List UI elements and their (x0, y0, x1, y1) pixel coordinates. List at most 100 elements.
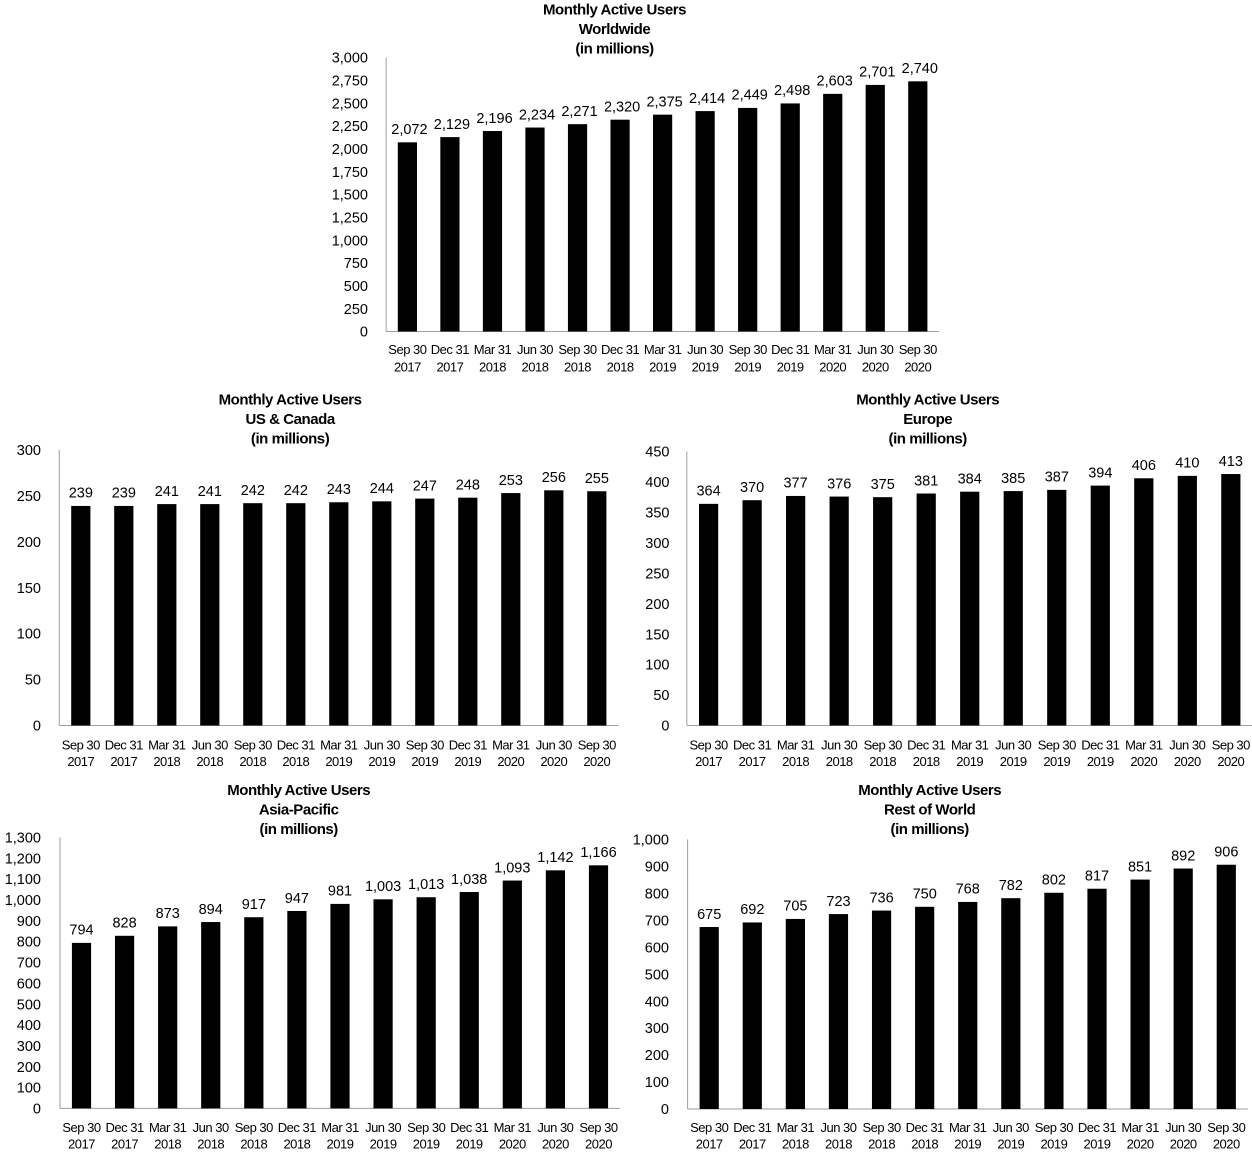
svg-text:2017: 2017 (110, 754, 137, 769)
svg-text:(in millions): (in millions) (575, 40, 654, 57)
svg-text:2019: 2019 (734, 359, 761, 374)
svg-text:248: 248 (456, 478, 480, 494)
svg-text:Mar 31: Mar 31 (777, 1120, 815, 1135)
svg-text:2019: 2019 (370, 1136, 397, 1151)
svg-text:Sep 30: Sep 30 (579, 1120, 617, 1135)
svg-text:692: 692 (740, 902, 764, 918)
svg-text:242: 242 (241, 483, 265, 499)
svg-text:1,166: 1,166 (580, 845, 616, 861)
svg-text:2018: 2018 (825, 1136, 852, 1151)
svg-text:2018: 2018 (913, 754, 940, 769)
svg-text:906: 906 (1214, 845, 1238, 861)
svg-text:700: 700 (645, 913, 669, 929)
svg-text:2017: 2017 (695, 754, 722, 769)
svg-text:Dec 31: Dec 31 (1078, 1120, 1116, 1135)
svg-text:Sep 30: Sep 30 (690, 1120, 728, 1135)
svg-text:2,500: 2,500 (332, 96, 368, 112)
svg-text:2020: 2020 (540, 754, 567, 769)
svg-text:385: 385 (1001, 471, 1025, 487)
svg-text:Sep 30: Sep 30 (406, 738, 444, 753)
svg-text:Jun 30: Jun 30 (364, 738, 400, 753)
svg-text:Sep 30: Sep 30 (234, 738, 272, 753)
svg-text:2019: 2019 (1040, 1136, 1067, 1151)
svg-text:0: 0 (33, 719, 41, 735)
svg-text:1,142: 1,142 (537, 850, 573, 866)
svg-text:Jun 30: Jun 30 (993, 1120, 1029, 1135)
svg-text:(in millions): (in millions) (889, 431, 968, 448)
svg-text:247: 247 (413, 478, 437, 494)
svg-text:2020: 2020 (862, 359, 889, 374)
svg-text:Sep 30: Sep 30 (388, 342, 426, 357)
svg-text:406: 406 (1132, 458, 1156, 474)
svg-text:0: 0 (661, 1102, 669, 1118)
svg-text:Dec 31: Dec 31 (733, 1120, 771, 1135)
svg-text:241: 241 (198, 484, 222, 500)
svg-text:Jun 30: Jun 30 (995, 738, 1031, 753)
svg-text:2020: 2020 (583, 754, 610, 769)
svg-text:300: 300 (17, 443, 41, 459)
svg-text:2020: 2020 (1170, 1136, 1197, 1151)
svg-text:150: 150 (17, 581, 41, 597)
svg-text:250: 250 (344, 302, 368, 318)
svg-text:2,750: 2,750 (332, 74, 368, 90)
svg-text:Jun 30: Jun 30 (1169, 738, 1205, 753)
svg-text:500: 500 (645, 967, 669, 983)
svg-text:1,750: 1,750 (332, 165, 368, 181)
svg-text:Worldwide: Worldwide (579, 21, 651, 38)
svg-text:500: 500 (17, 997, 41, 1013)
svg-text:450: 450 (645, 445, 669, 461)
svg-text:2018: 2018 (868, 1136, 895, 1151)
svg-text:Rest of World: Rest of World (884, 801, 976, 818)
svg-text:2019: 2019 (1000, 754, 1027, 769)
svg-text:750: 750 (913, 887, 937, 903)
svg-text:723: 723 (826, 894, 850, 910)
svg-text:894: 894 (199, 902, 223, 918)
svg-text:500: 500 (344, 279, 368, 295)
svg-text:375: 375 (871, 477, 895, 493)
svg-text:2019: 2019 (649, 359, 676, 374)
svg-text:Jun 30: Jun 30 (365, 1120, 401, 1135)
svg-text:2017: 2017 (67, 754, 94, 769)
svg-text:1,038: 1,038 (451, 872, 487, 888)
svg-text:750: 750 (344, 256, 368, 272)
svg-text:794: 794 (69, 923, 93, 939)
svg-text:2020: 2020 (585, 1136, 612, 1151)
svg-text:2018: 2018 (911, 1136, 938, 1151)
svg-text:Monthly Active Users: Monthly Active Users (543, 1, 686, 18)
svg-text:1,500: 1,500 (332, 188, 368, 204)
svg-text:2019: 2019 (692, 359, 719, 374)
svg-text:Sep 30: Sep 30 (729, 342, 767, 357)
svg-text:1,093: 1,093 (494, 860, 530, 876)
svg-text:Monthly Active Users: Monthly Active Users (858, 782, 1001, 799)
svg-text:2,375: 2,375 (646, 95, 682, 111)
svg-text:2019: 2019 (368, 754, 395, 769)
svg-text:394: 394 (1088, 465, 1112, 481)
svg-text:Mar 31: Mar 31 (321, 1120, 359, 1135)
svg-text:2,414: 2,414 (689, 91, 725, 107)
svg-text:2017: 2017 (739, 754, 766, 769)
svg-text:2018: 2018 (154, 1136, 181, 1151)
svg-text:2,449: 2,449 (732, 88, 768, 104)
svg-text:Dec 31: Dec 31 (1081, 738, 1119, 753)
svg-text:Jun 30: Jun 30 (821, 738, 857, 753)
svg-text:(in millions): (in millions) (251, 431, 330, 448)
svg-text:768: 768 (956, 882, 980, 898)
svg-text:300: 300 (645, 536, 669, 552)
svg-text:Mar 31: Mar 31 (644, 342, 682, 357)
svg-text:947: 947 (285, 891, 309, 907)
svg-text:2020: 2020 (819, 359, 846, 374)
svg-text:239: 239 (69, 486, 93, 502)
svg-text:817: 817 (1085, 869, 1109, 885)
svg-text:Dec 31: Dec 31 (105, 1120, 143, 1135)
svg-text:US & Canada: US & Canada (245, 411, 335, 428)
svg-text:Monthly Active Users: Monthly Active Users (219, 392, 362, 409)
svg-text:1,013: 1,013 (408, 877, 444, 893)
svg-text:2018: 2018 (196, 754, 223, 769)
svg-text:200: 200 (645, 1048, 669, 1064)
svg-text:Sep 30: Sep 30 (864, 738, 902, 753)
svg-text:Jun 30: Jun 30 (687, 342, 723, 357)
svg-text:0: 0 (661, 719, 669, 735)
svg-text:1,250: 1,250 (332, 211, 368, 227)
svg-text:2019: 2019 (777, 359, 804, 374)
svg-text:2019: 2019 (1084, 1136, 1111, 1151)
